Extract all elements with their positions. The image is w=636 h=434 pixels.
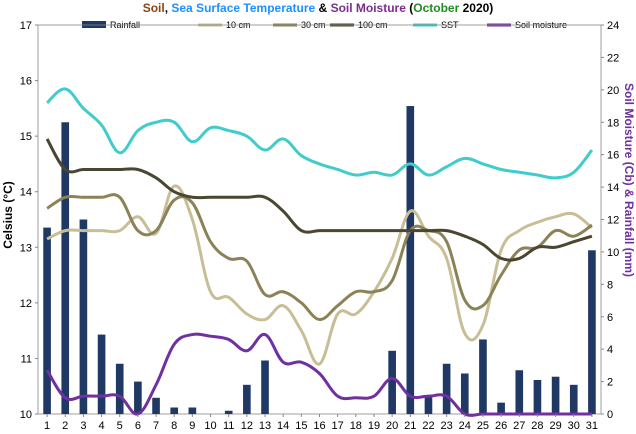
x-tick-label: 12 <box>241 420 253 432</box>
x-tick-label: 4 <box>99 420 105 432</box>
rainfall-bar <box>115 363 124 414</box>
chart-title-part: ( <box>406 1 413 15</box>
rainfall-bar <box>442 363 451 414</box>
y-axis-left-label: Celsius (°C) <box>1 181 15 248</box>
y-right-tick-label: 14 <box>607 182 619 194</box>
y-left-tick-label: 13 <box>20 242 32 254</box>
rainfall-bar <box>170 407 179 414</box>
rainfall-bar <box>388 350 396 414</box>
x-tick-label: 11 <box>223 420 234 432</box>
x-tick-label: 2 <box>62 420 68 432</box>
y-right-tick-label: 16 <box>607 150 619 162</box>
rainfall-bar <box>460 373 469 414</box>
y-right-tick-label: 22 <box>607 52 619 64</box>
chart-title-part: Soil <box>143 1 165 15</box>
rainfall-bar <box>424 396 433 414</box>
x-tick-label: 13 <box>259 420 271 432</box>
y-left-tick-label: 14 <box>20 187 32 199</box>
x-tick-label: 25 <box>477 420 489 432</box>
y-left-tick-label: 11 <box>21 353 32 365</box>
chart-title-part: Sea Surface Temperature <box>171 1 315 15</box>
rainfall-bar <box>224 410 233 414</box>
y-left-tick-label: 17 <box>20 20 32 32</box>
y-right-tick-label: 2 <box>607 377 613 389</box>
x-tick-label: 10 <box>204 420 216 432</box>
y-left-tick-label: 10 <box>20 409 32 421</box>
x-tick-label: 15 <box>295 420 307 432</box>
x-tick-label: 8 <box>171 420 177 432</box>
y-left-tick-label: 12 <box>20 298 32 310</box>
rainfall-bar <box>533 379 542 414</box>
y-right-tick-label: 10 <box>607 247 619 259</box>
series-line-30-cm <box>46 193 593 322</box>
x-tick-label: 24 <box>459 420 471 432</box>
rainfall-bar <box>497 402 505 414</box>
series-line-sst <box>46 87 594 180</box>
x-tick-label: 18 <box>350 420 362 432</box>
y-right-tick-label: 24 <box>607 20 619 32</box>
x-tick-label: 6 <box>135 420 141 432</box>
rainfall-bar <box>188 407 197 414</box>
rainfall-bar <box>79 219 88 414</box>
x-tick-label: 14 <box>277 420 289 432</box>
x-tick-label: 21 <box>404 420 416 432</box>
x-tick-label: 19 <box>368 420 380 432</box>
rainfall-bar <box>479 339 487 414</box>
x-tick-label: 26 <box>495 420 507 432</box>
chart-title-part: 2020) <box>459 1 493 15</box>
x-tick-label: 3 <box>80 420 86 432</box>
x-tick-label: 17 <box>332 420 344 432</box>
x-tick-label: 27 <box>513 420 525 432</box>
x-tick-label: 31 <box>586 420 598 432</box>
rainfall-bar <box>515 370 524 414</box>
x-tick-label: 1 <box>44 420 50 432</box>
y-right-tick-label: 4 <box>607 344 613 356</box>
rainfall-bar <box>134 381 142 414</box>
x-tick-label: 23 <box>441 420 453 432</box>
rainfall-bar <box>588 250 596 414</box>
chart-title-part: October <box>413 1 459 15</box>
x-tick-label: 28 <box>531 420 543 432</box>
rainfall-bar <box>97 334 106 414</box>
series-line-10-cm <box>46 184 593 366</box>
x-tick-label: 22 <box>422 420 434 432</box>
y-left-tick-label: 16 <box>20 76 32 88</box>
rainfall-bar <box>43 227 51 414</box>
y-right-tick-label: 20 <box>607 85 619 97</box>
rainfall-bar <box>261 360 269 414</box>
x-tick-label: 29 <box>549 420 561 432</box>
rainfall-bar <box>569 384 578 414</box>
y-right-tick-label: 0 <box>607 409 613 421</box>
chart-title-part: , <box>165 1 172 15</box>
x-tick-label: 7 <box>153 420 159 432</box>
y-right-tick-label: 6 <box>607 312 613 324</box>
x-tick-label: 30 <box>568 420 580 432</box>
x-tick-label: 20 <box>386 420 398 432</box>
y-right-tick-label: 8 <box>607 279 613 291</box>
chart-title: Soil, Sea Surface Temperature & Soil Moi… <box>143 1 494 15</box>
legend-swatch-rainfall <box>82 21 106 28</box>
x-tick-label: 5 <box>117 420 123 432</box>
rainfall-bars <box>43 106 596 415</box>
y-right-tick-label: 18 <box>607 117 619 129</box>
rainfall-bar <box>61 122 70 414</box>
x-tick-label: 9 <box>189 420 195 432</box>
series-line-100-cm <box>45 138 593 262</box>
chart-title-part: Soil Moisture <box>331 1 407 15</box>
x-tick-label: 16 <box>313 420 325 432</box>
rainfall-bar <box>152 397 160 414</box>
y-left-tick-label: 15 <box>20 131 32 143</box>
y-right-tick-label: 12 <box>607 215 619 227</box>
rainfall-bar <box>243 384 251 414</box>
rainfall-bar <box>406 106 415 415</box>
rainfall-bar <box>551 376 560 414</box>
chart-title-part: & <box>315 1 330 15</box>
y-axis-right-label: Soil Moisture (Cb) & Rainfall (mm) <box>622 83 636 277</box>
